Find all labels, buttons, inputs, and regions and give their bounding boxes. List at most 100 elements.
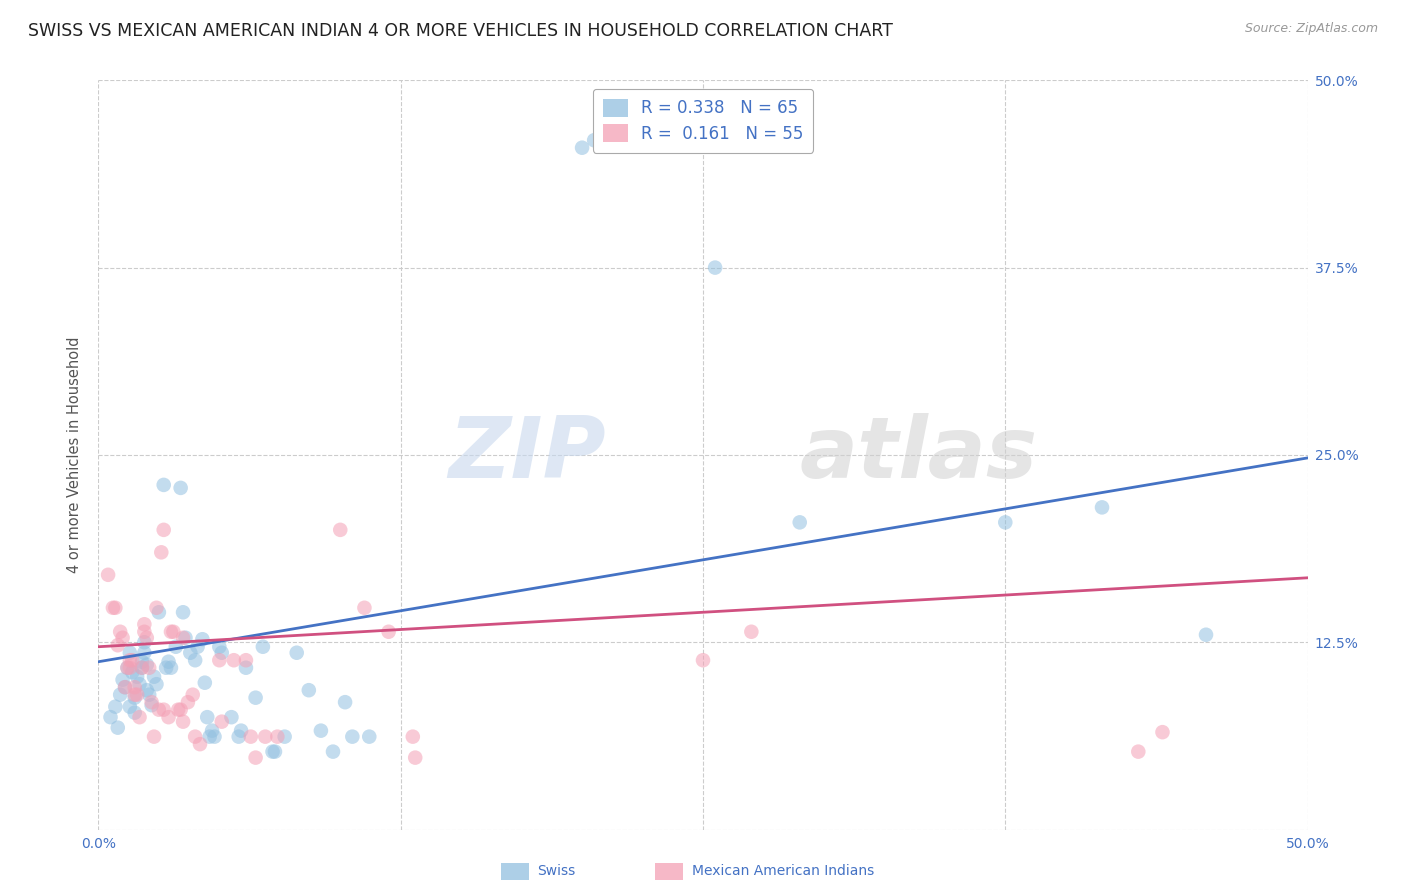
Point — [309, 723, 332, 738]
Point — [134, 617, 156, 632]
Point — [377, 624, 399, 639]
Point — [152, 478, 174, 492]
Point — [404, 750, 426, 764]
Point — [148, 605, 170, 619]
Point — [131, 661, 153, 675]
Point — [118, 653, 141, 667]
Point — [165, 640, 187, 654]
Point — [111, 673, 134, 687]
Point — [169, 481, 191, 495]
Point — [167, 703, 190, 717]
FancyBboxPatch shape — [501, 863, 529, 880]
Point — [141, 698, 163, 713]
Point — [150, 545, 173, 559]
Point — [155, 661, 177, 675]
Point — [184, 653, 207, 667]
Point — [128, 710, 150, 724]
Point — [191, 632, 214, 647]
Point — [211, 714, 233, 729]
Point — [160, 624, 183, 639]
Point — [1091, 500, 1114, 515]
Point — [152, 703, 174, 717]
Point — [152, 523, 174, 537]
Point — [114, 680, 136, 694]
Point — [262, 745, 284, 759]
Point — [143, 730, 166, 744]
Point — [131, 655, 153, 669]
Text: Swiss: Swiss — [537, 864, 575, 879]
Point — [266, 730, 288, 744]
Point — [204, 730, 226, 744]
Point — [118, 699, 141, 714]
Point — [789, 516, 811, 530]
Point — [692, 653, 714, 667]
Point — [254, 730, 277, 744]
Point — [138, 688, 160, 702]
Point — [107, 638, 129, 652]
Point — [138, 661, 160, 675]
Point — [157, 655, 180, 669]
Point — [121, 665, 143, 680]
Point — [118, 646, 141, 660]
Point — [195, 710, 218, 724]
Point — [222, 653, 245, 667]
Point — [124, 706, 146, 720]
Legend: R = 0.338   N = 65, R =  0.161   N = 55: R = 0.338 N = 65, R = 0.161 N = 55 — [593, 88, 813, 153]
Point — [329, 523, 352, 537]
Point — [188, 737, 211, 751]
Point — [127, 670, 149, 684]
Point — [1152, 725, 1174, 739]
Point — [245, 690, 267, 705]
Point — [124, 690, 146, 705]
Point — [229, 723, 252, 738]
Point — [131, 661, 153, 675]
Point — [273, 730, 295, 744]
Point — [359, 730, 381, 744]
Point — [342, 730, 364, 744]
Point — [134, 635, 156, 649]
Point — [235, 661, 257, 675]
Point — [127, 688, 149, 702]
Point — [145, 677, 167, 691]
Point — [121, 653, 143, 667]
Point — [187, 640, 209, 654]
Point — [117, 661, 139, 675]
Point — [169, 703, 191, 717]
Point — [194, 675, 217, 690]
Point — [221, 710, 243, 724]
Point — [148, 703, 170, 717]
Point — [145, 600, 167, 615]
Point — [228, 730, 250, 744]
Point — [101, 600, 124, 615]
Point — [583, 133, 606, 147]
Point — [201, 723, 224, 738]
Point — [285, 646, 308, 660]
Point — [1195, 628, 1218, 642]
Point — [114, 680, 136, 694]
Point — [333, 695, 356, 709]
Point — [172, 714, 194, 729]
Point — [172, 605, 194, 619]
Point — [264, 745, 287, 759]
Point — [184, 730, 207, 744]
Text: Source: ZipAtlas.com: Source: ZipAtlas.com — [1244, 22, 1378, 36]
Point — [252, 640, 274, 654]
Point — [208, 640, 231, 654]
Point — [100, 710, 122, 724]
Point — [177, 695, 200, 709]
Point — [111, 631, 134, 645]
Point — [402, 730, 425, 744]
Point — [245, 750, 267, 764]
Point — [235, 653, 257, 667]
Point — [124, 680, 146, 694]
Point — [172, 631, 194, 645]
Point — [108, 688, 131, 702]
Point — [135, 631, 157, 645]
Point — [704, 260, 727, 275]
Point — [104, 699, 127, 714]
Point — [135, 657, 157, 672]
Point — [740, 624, 762, 639]
Point — [141, 695, 163, 709]
Point — [298, 683, 321, 698]
Point — [134, 646, 156, 660]
